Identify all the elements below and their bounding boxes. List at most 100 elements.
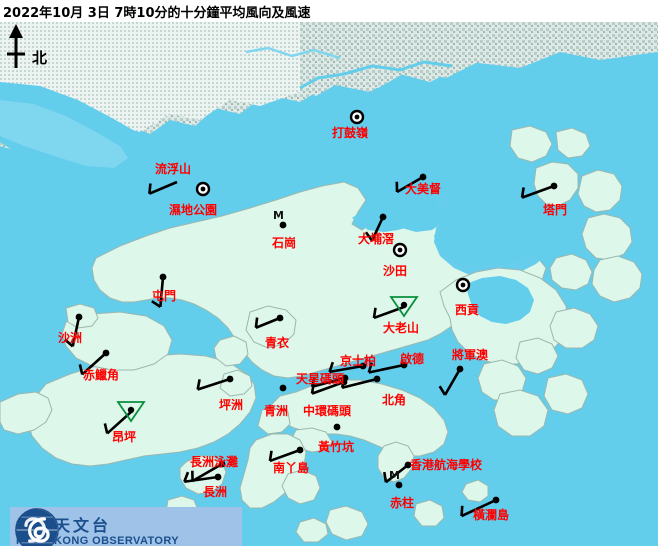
station-25[interactable] xyxy=(183,471,222,484)
station-marker-dot xyxy=(279,384,287,392)
station-label-28: 赤柱 xyxy=(390,496,415,510)
barb-shaft xyxy=(269,448,301,463)
station-9[interactable] xyxy=(64,313,83,348)
station-marker-dot xyxy=(359,362,367,370)
station-11[interactable] xyxy=(254,314,284,329)
station-3[interactable] xyxy=(279,221,287,229)
station-7[interactable] xyxy=(392,242,408,258)
station-marker-dot xyxy=(550,182,558,190)
station-marker-dot xyxy=(296,446,304,454)
station-5[interactable] xyxy=(520,182,558,199)
barb-shaft xyxy=(191,462,223,483)
station-label-21: 坪洲 xyxy=(219,398,244,412)
station-13[interactable] xyxy=(372,296,419,320)
station-23[interactable] xyxy=(333,423,341,431)
station-label-27: 香港航海學校 xyxy=(410,458,483,472)
station-label-23: 黃竹坑 xyxy=(318,440,355,454)
barb-feather xyxy=(183,471,190,483)
barb-feather xyxy=(310,383,315,394)
station-label-22: 昂坪 xyxy=(112,430,137,444)
station-marker-dot xyxy=(75,313,83,321)
station-15[interactable] xyxy=(328,361,367,374)
station-label-7: 沙田 xyxy=(383,264,408,278)
station-10[interactable] xyxy=(78,349,110,376)
map-geography xyxy=(0,22,658,546)
station-marker-dot xyxy=(226,375,234,383)
station-marker-dot xyxy=(373,375,381,383)
north-label: 北 xyxy=(32,49,48,67)
station-marker-dot xyxy=(419,173,427,181)
station-8[interactable] xyxy=(151,273,167,308)
station-label-4: 大美督 xyxy=(405,182,442,196)
station-26[interactable] xyxy=(268,446,304,463)
station-28[interactable] xyxy=(395,481,403,489)
barb-feather xyxy=(78,364,84,375)
barb-feather xyxy=(103,423,109,434)
station-label-6: 大埔滘 xyxy=(358,232,395,246)
barb-feather xyxy=(438,385,447,396)
station-label-16: 啟德 xyxy=(400,352,425,366)
station-4[interactable] xyxy=(395,173,427,194)
station-1[interactable] xyxy=(148,180,178,195)
station-label-12: 西貢 xyxy=(455,303,480,317)
station-label-13: 大老山 xyxy=(383,321,420,335)
north-arrow-icon xyxy=(7,24,25,68)
barb-shaft xyxy=(443,368,462,396)
station-marker-mountain xyxy=(116,401,146,423)
barb-feather xyxy=(151,300,162,308)
map-canvas[interactable]: 北 打鼓嶺 流浮山 濕地公園 M 石崗 大美督 塔門 大埔滘 沙田 屯門 沙洲 赤鱲角 青衣 西貢 大老山將… xyxy=(0,22,658,546)
barb-feather xyxy=(383,471,388,483)
station-label-15: 京士柏 xyxy=(340,354,377,368)
barb-feather xyxy=(367,362,374,373)
barb-shaft xyxy=(255,316,281,329)
barb-shaft xyxy=(184,475,219,484)
station-12[interactable] xyxy=(455,277,471,293)
station-marker-dot xyxy=(279,221,287,229)
station-label-17: 天星碼頭 xyxy=(296,372,345,386)
station-marker-dot xyxy=(395,481,403,489)
station-22[interactable] xyxy=(103,401,146,435)
station-marker-dot xyxy=(276,314,284,322)
barb-shaft xyxy=(71,316,81,347)
station-marker-dot xyxy=(404,461,412,469)
station-27[interactable] xyxy=(383,461,412,484)
station-label-20: 青洲 xyxy=(264,404,289,418)
title-bar: 2022年10月 3日 7時10分的十分鐘平均風向及風速 xyxy=(0,0,658,22)
station-label-2: 濕地公園 xyxy=(169,203,218,217)
barb-shaft xyxy=(311,380,345,395)
station-label-14: 將軍澳 xyxy=(452,348,489,362)
station-19[interactable] xyxy=(310,378,348,395)
barb-shaft xyxy=(370,216,385,242)
station-2[interactable] xyxy=(195,181,211,197)
page-title: 2022年10月 3日 7時10分的十分鐘平均風向及風速 xyxy=(3,6,311,21)
station-16[interactable] xyxy=(367,361,408,374)
barb-feather xyxy=(196,379,201,390)
station-0[interactable] xyxy=(349,109,365,125)
barb-feather xyxy=(254,317,259,328)
hko-spiral-logo xyxy=(15,508,59,546)
station-marker-dot xyxy=(333,423,341,431)
barb-feather xyxy=(268,450,273,462)
station-14[interactable] xyxy=(438,365,464,396)
station-label-24: 長洲泳灘 xyxy=(190,455,239,469)
barb-shaft xyxy=(368,363,405,374)
barb-shaft xyxy=(148,180,178,195)
barb-feather xyxy=(364,231,374,242)
station-6[interactable] xyxy=(364,213,387,242)
barb-shaft xyxy=(461,498,497,518)
station-29[interactable] xyxy=(460,496,500,518)
station-marker-mountain xyxy=(389,296,419,318)
station-label-8: 屯門 xyxy=(152,289,177,303)
station-label-5: 塔門 xyxy=(543,203,568,217)
station-marker-dot xyxy=(102,349,110,357)
barb-feather xyxy=(148,183,152,194)
station-label-26: 南丫島 xyxy=(273,461,310,475)
station-label-11: 青衣 xyxy=(265,336,290,350)
station-21[interactable] xyxy=(196,375,234,391)
station-20[interactable] xyxy=(279,384,287,392)
barb-shaft xyxy=(341,377,378,389)
hko-logo: 香港天文台 HONG KONG OBSERVATORY xyxy=(10,507,242,546)
logo-english: HONG KONG OBSERVATORY xyxy=(16,534,180,546)
maintenance-flag: M xyxy=(389,469,400,482)
